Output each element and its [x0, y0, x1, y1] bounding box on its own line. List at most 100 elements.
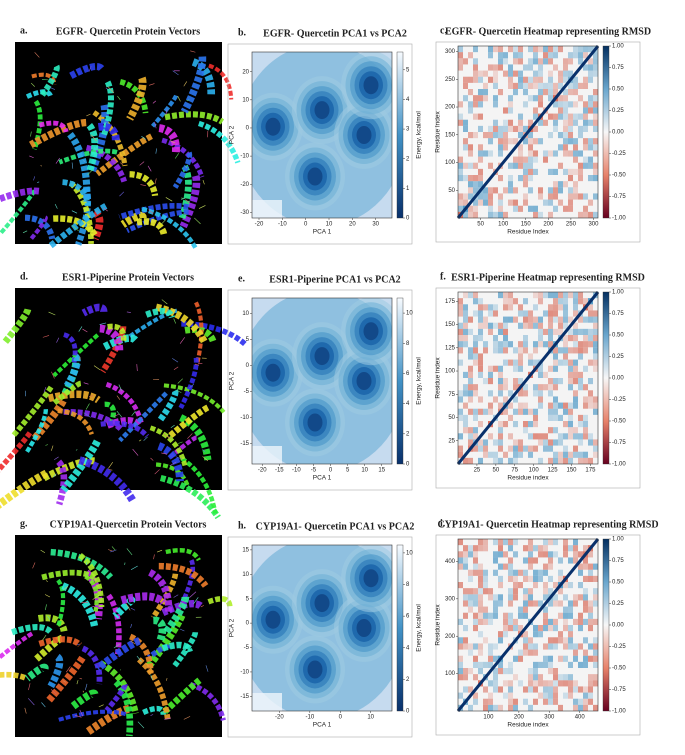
heatmap-cell	[573, 557, 578, 564]
heatmap-cell	[468, 439, 473, 446]
heatmap-cell	[483, 451, 488, 458]
heatmap-cell	[513, 698, 518, 705]
heatmap-cell	[473, 70, 478, 77]
heatmap-cell	[548, 113, 553, 120]
heatmap-cell	[563, 310, 568, 317]
x-tick-label: 50	[492, 468, 499, 474]
heatmap-cell	[498, 144, 503, 151]
heatmap-cell	[488, 680, 493, 687]
heatmap-cell	[493, 310, 498, 317]
sidechain	[108, 469, 113, 471]
sidechain	[22, 230, 28, 234]
heatmap-cell	[518, 58, 523, 65]
heatmap-cell	[488, 64, 493, 71]
heatmap-cell	[563, 335, 568, 342]
heatmap-cell	[583, 402, 588, 409]
heatmap-cell	[558, 347, 563, 354]
heatmap-cell	[478, 113, 483, 120]
heatmap-cell	[513, 704, 518, 711]
heatmap-cell	[508, 668, 513, 675]
heatmap-cell	[518, 451, 523, 458]
heatmap-cell	[538, 316, 543, 323]
helix	[184, 326, 217, 344]
heatmap-cell	[588, 378, 593, 385]
contour-fill	[252, 298, 392, 464]
sidechain	[126, 548, 133, 556]
helix	[161, 641, 193, 654]
heatmap-cell	[498, 150, 503, 157]
heatmap-cell	[508, 292, 513, 299]
heatmap-cell	[493, 655, 498, 662]
helix	[166, 404, 210, 440]
heatmap-cell	[508, 445, 513, 452]
helix	[37, 614, 68, 633]
heatmap-cell	[593, 89, 598, 96]
sidechain	[99, 322, 107, 325]
heatmap-cell	[468, 649, 473, 656]
heatmap-cell	[578, 353, 583, 360]
heatmap-cell	[578, 594, 583, 601]
heatmap-cell	[493, 451, 498, 458]
panel-box	[435, 41, 641, 243]
heatmap-cell	[568, 433, 573, 440]
heatmap-cell	[503, 138, 508, 145]
heatmap-cell	[458, 101, 463, 108]
heatmap-cell	[513, 298, 518, 305]
heatmap-cell	[508, 692, 513, 699]
heatmap-cell	[563, 408, 568, 415]
helix	[157, 389, 179, 423]
heatmap-cell	[518, 359, 523, 366]
heatmap-cell	[483, 445, 488, 452]
heatmap-cell	[573, 310, 578, 317]
heatmap-cell	[563, 144, 568, 151]
x-tick-label: 200	[543, 222, 554, 228]
heatmap-cell	[528, 175, 533, 182]
heatmap-cell	[458, 396, 463, 403]
y-axis-label: Residue index	[435, 357, 442, 399]
sidechain	[88, 395, 94, 397]
x-tick-label: 10	[326, 222, 333, 228]
helix	[29, 118, 87, 149]
heatmap-cell	[498, 686, 503, 693]
y-tick-label: 150	[445, 132, 456, 138]
heatmap-cell	[578, 125, 583, 132]
heatmap-cell	[563, 539, 568, 546]
heatmap-cell	[473, 347, 478, 354]
heatmap-cell	[473, 310, 478, 317]
heatmap-cell	[588, 101, 593, 108]
y-tick-label: 250	[445, 77, 456, 83]
sidechain	[137, 721, 145, 729]
heatmap-cell	[548, 457, 553, 464]
heatmap-cell	[458, 390, 463, 397]
colorbar-tick-label: 0.00	[612, 376, 624, 382]
heatmap-cell	[513, 58, 518, 65]
x-tick-label: 0	[329, 468, 333, 474]
heatmap-cell	[533, 698, 538, 705]
heatmap-cell	[473, 655, 478, 662]
heatmap-cell	[488, 304, 493, 311]
heatmap-cell	[563, 643, 568, 650]
heatmap-cell	[538, 292, 543, 299]
heatmap-cell	[483, 378, 488, 385]
heatmap-cell	[593, 594, 598, 601]
heatmap-cell	[588, 304, 593, 311]
heatmap-cell	[478, 335, 483, 342]
heatmap-cell	[593, 637, 598, 644]
heatmap-cell	[518, 606, 523, 613]
heatmap-cell	[538, 95, 543, 102]
heatmap-cell	[518, 353, 523, 360]
helix	[136, 657, 171, 722]
heatmap-cell	[463, 557, 468, 564]
heatmap-cell	[553, 328, 558, 335]
heatmap-cell	[588, 58, 593, 65]
heatmap-cell	[523, 575, 528, 582]
heatmap-cell	[568, 150, 573, 157]
heatmap-cell	[583, 575, 588, 582]
heatmap-cell	[538, 390, 543, 397]
colorbar-tick-label: 4	[406, 401, 410, 407]
heatmap-cell	[578, 132, 583, 139]
heatmap-cell	[483, 82, 488, 89]
heatmap-cell	[513, 205, 518, 212]
heatmap-cell	[583, 618, 588, 625]
heatmap-cell	[553, 668, 558, 675]
